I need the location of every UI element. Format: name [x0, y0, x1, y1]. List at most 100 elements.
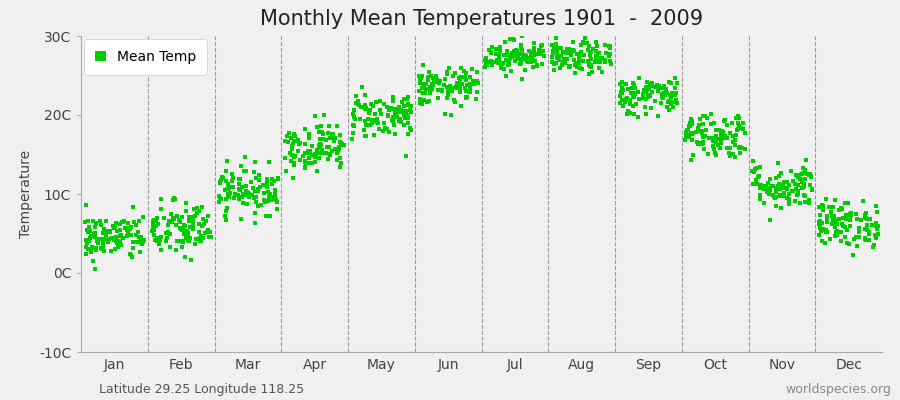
- Point: [376, 128, 391, 134]
- Point: [640, 87, 654, 94]
- Point: [265, 181, 279, 188]
- Point: [805, 187, 819, 193]
- Point: [682, 120, 697, 127]
- Point: [222, 194, 237, 200]
- Point: [708, 135, 723, 141]
- Point: [322, 123, 337, 129]
- Point: [164, 211, 178, 217]
- Point: [234, 163, 248, 169]
- Point: [467, 81, 482, 87]
- Point: [863, 216, 878, 222]
- Point: [178, 208, 193, 214]
- Point: [834, 206, 849, 212]
- Point: [334, 140, 348, 146]
- Point: [302, 131, 316, 137]
- Point: [702, 135, 716, 142]
- Point: [108, 233, 122, 240]
- Point: [86, 230, 101, 237]
- Point: [524, 59, 538, 65]
- Point: [346, 111, 360, 117]
- Point: [708, 152, 723, 159]
- Point: [423, 86, 437, 93]
- Point: [316, 136, 330, 142]
- Point: [454, 64, 468, 71]
- Point: [400, 131, 415, 138]
- Point: [747, 169, 761, 175]
- Point: [331, 145, 346, 152]
- Point: [796, 164, 810, 171]
- Point: [586, 46, 600, 52]
- Point: [96, 246, 111, 252]
- Point: [235, 184, 249, 190]
- Point: [832, 216, 846, 222]
- Point: [365, 116, 380, 123]
- Point: [591, 50, 606, 57]
- Point: [666, 99, 680, 106]
- Point: [231, 186, 246, 192]
- Point: [329, 150, 344, 156]
- Point: [839, 212, 853, 218]
- Point: [830, 221, 844, 227]
- Point: [396, 112, 410, 118]
- Point: [108, 246, 122, 252]
- Point: [590, 54, 605, 60]
- Point: [598, 50, 613, 56]
- Point: [715, 132, 729, 138]
- Point: [383, 105, 398, 111]
- Point: [818, 240, 832, 246]
- Point: [261, 189, 275, 196]
- Point: [623, 97, 637, 103]
- Point: [526, 49, 541, 56]
- Point: [187, 212, 202, 219]
- Point: [325, 135, 339, 141]
- Point: [85, 244, 99, 251]
- Point: [238, 188, 253, 194]
- Point: [505, 54, 519, 60]
- Title: Monthly Mean Temperatures 1901  -  2009: Monthly Mean Temperatures 1901 - 2009: [260, 9, 703, 29]
- Point: [183, 224, 197, 231]
- Point: [628, 85, 643, 91]
- Point: [814, 228, 828, 234]
- Point: [868, 220, 883, 226]
- Point: [759, 183, 773, 189]
- Point: [830, 228, 844, 234]
- Point: [392, 118, 407, 124]
- Point: [778, 184, 793, 191]
- Point: [500, 52, 515, 59]
- Point: [786, 188, 800, 194]
- Point: [94, 222, 108, 228]
- Point: [415, 73, 429, 79]
- Point: [869, 222, 884, 229]
- Point: [115, 219, 130, 226]
- Point: [496, 52, 510, 58]
- Point: [219, 196, 233, 202]
- Point: [248, 174, 263, 181]
- Point: [224, 170, 238, 177]
- Point: [613, 93, 627, 99]
- Point: [535, 42, 549, 48]
- Point: [288, 132, 302, 139]
- Point: [696, 133, 710, 140]
- Legend: Mean Temp: Mean Temp: [88, 43, 203, 71]
- Point: [380, 126, 394, 132]
- Point: [753, 182, 768, 188]
- Point: [431, 78, 446, 85]
- Point: [218, 186, 232, 193]
- Point: [298, 126, 312, 132]
- Point: [89, 245, 104, 252]
- Point: [422, 69, 436, 75]
- Point: [752, 184, 767, 191]
- Point: [221, 185, 236, 191]
- Point: [681, 133, 696, 140]
- Point: [525, 56, 539, 62]
- Point: [411, 73, 426, 80]
- Point: [470, 78, 484, 84]
- Point: [662, 79, 677, 86]
- Point: [310, 124, 324, 130]
- Point: [662, 106, 677, 113]
- Point: [154, 246, 168, 253]
- Point: [471, 80, 485, 86]
- Point: [583, 63, 598, 70]
- Point: [298, 164, 312, 170]
- Point: [463, 89, 477, 95]
